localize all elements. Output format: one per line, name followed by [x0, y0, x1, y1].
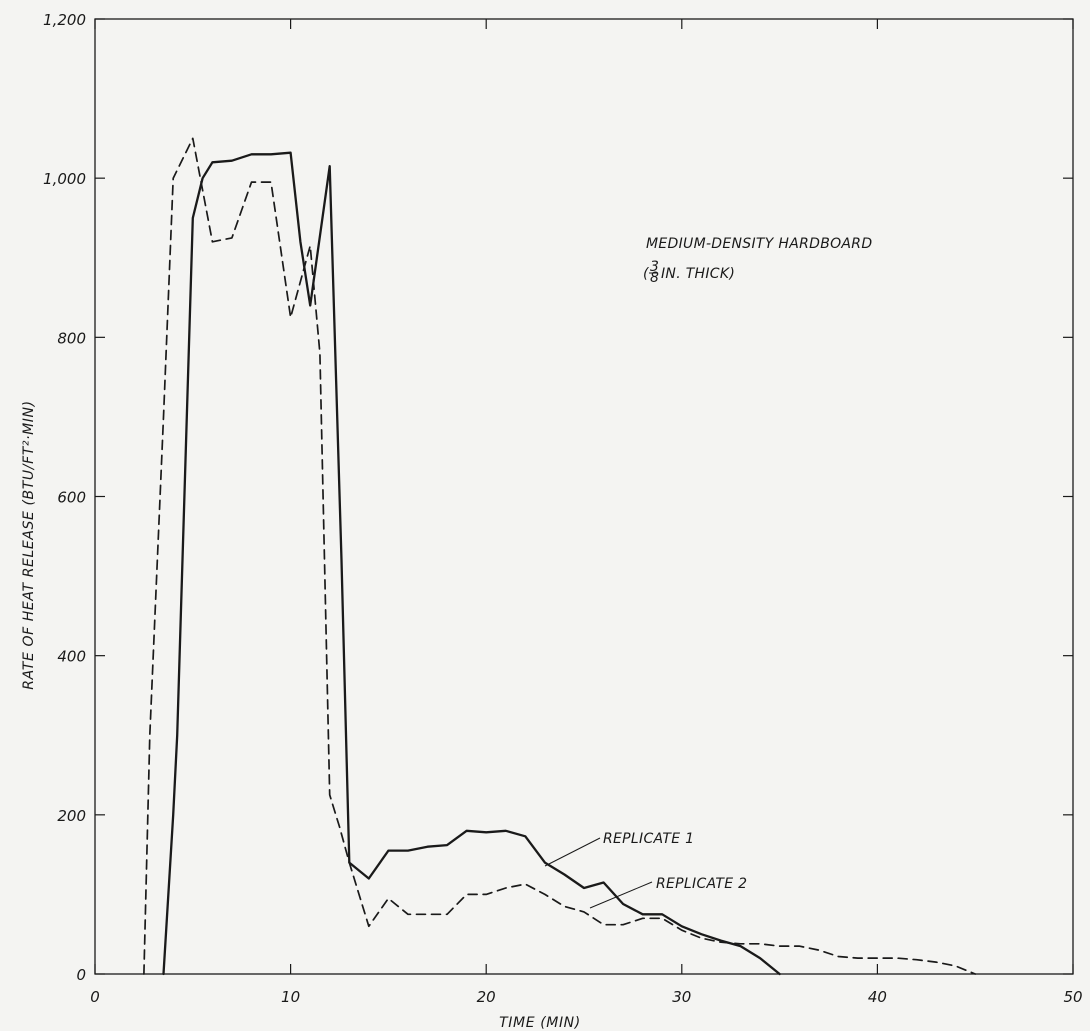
replicate-2-leader-line — [589, 881, 653, 909]
x-tick-label: 40 — [868, 988, 887, 1006]
annotation-open-paren: ( — [643, 266, 649, 282]
x-tick-label: 10 — [281, 988, 300, 1006]
y-tick-label: 200 — [57, 807, 86, 825]
y-tick-label: 1,200 — [43, 11, 86, 29]
annotation-thickness-label: IN. THICK) — [661, 266, 735, 282]
replicate-1-label: REPLICATE 1 — [603, 831, 694, 847]
x-tick-label: 20 — [477, 988, 496, 1006]
material-annotation: MEDIUM-DENSITY HARDBOARD ( 3 8 IN. THICK… — [643, 236, 872, 286]
plot-frame — [94, 18, 1074, 975]
axes — [94, 18, 1074, 975]
annotation-fraction-numerator: 3 — [650, 259, 659, 275]
y-tick-labels: 0 200 400 600 800 1,000 1,200 — [43, 11, 86, 984]
y-tick-label: 400 — [57, 648, 86, 666]
series-line-replicate-1 — [162, 151, 781, 976]
annotation-fraction-denominator: 8 — [650, 270, 659, 286]
y-tick-label: 1,000 — [43, 170, 86, 188]
y-axis-title: RATE OF HEAT RELEASE (BTU/FT²·MIN) — [21, 400, 37, 689]
x-tick-labels: 0 10 20 30 40 50 — [90, 988, 1082, 1006]
x-tick-label: 30 — [672, 988, 691, 1006]
y-tick-label: 800 — [57, 329, 86, 347]
series-line-replicate-2 — [143, 137, 977, 975]
y-tick-label: 0 — [76, 966, 86, 984]
replicate-2-label: REPLICATE 2 — [656, 876, 747, 892]
x-tick-label: 0 — [90, 988, 100, 1006]
annotation-material-label: MEDIUM-DENSITY HARDBOARD — [646, 236, 872, 252]
y-tick-label: 600 — [57, 489, 86, 507]
x-axis-title: TIME (MIN) — [499, 1015, 581, 1031]
x-tick-label: 50 — [1063, 988, 1082, 1006]
replicate-1-leader-line — [544, 837, 601, 867]
series-lines — [143, 137, 977, 976]
series-callouts: REPLICATE 1 REPLICATE 2 — [544, 831, 747, 909]
tick-marks — [94, 18, 1074, 975]
